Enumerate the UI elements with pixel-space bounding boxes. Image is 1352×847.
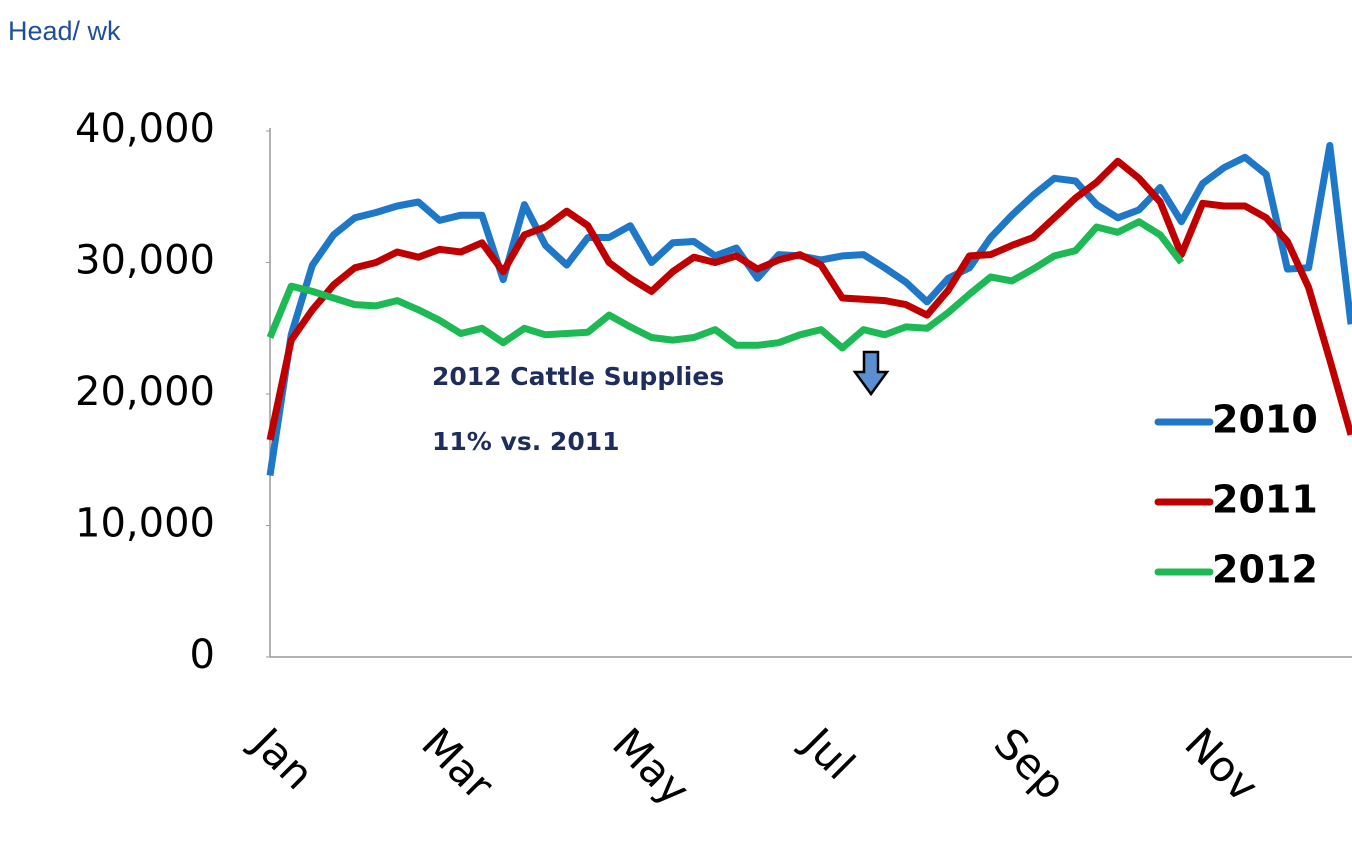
y-tick-label: 20,000 [75,369,215,415]
x-tick-label: Jan [241,716,324,799]
line-series [266,218,1185,352]
legend-label: 2010 [1212,398,1318,442]
x-tick-label: Jul [792,716,865,789]
x-tick-label: May [603,719,699,815]
y-tick-label: 10,000 [75,501,215,547]
x-tick-label: Nov [1175,719,1268,812]
annotation: 2012 Cattle Supplies [432,362,724,391]
y-tick-label: 0 [190,632,215,678]
line-series [266,157,1352,441]
line-series [266,142,1352,477]
annotation: 11% vs. 2011 [432,427,620,456]
y-tick-label: 30,000 [75,238,215,284]
legend-label: 2011 [1212,478,1318,522]
y-tick-label: 40,000 [75,106,215,152]
down-arrow-icon [852,350,890,397]
x-tick-label: Mar [412,719,503,810]
x-tick-label: Sep [985,719,1076,810]
legend-label: 2012 [1212,548,1318,592]
y-axis-label: Head/ wk [8,16,121,46]
